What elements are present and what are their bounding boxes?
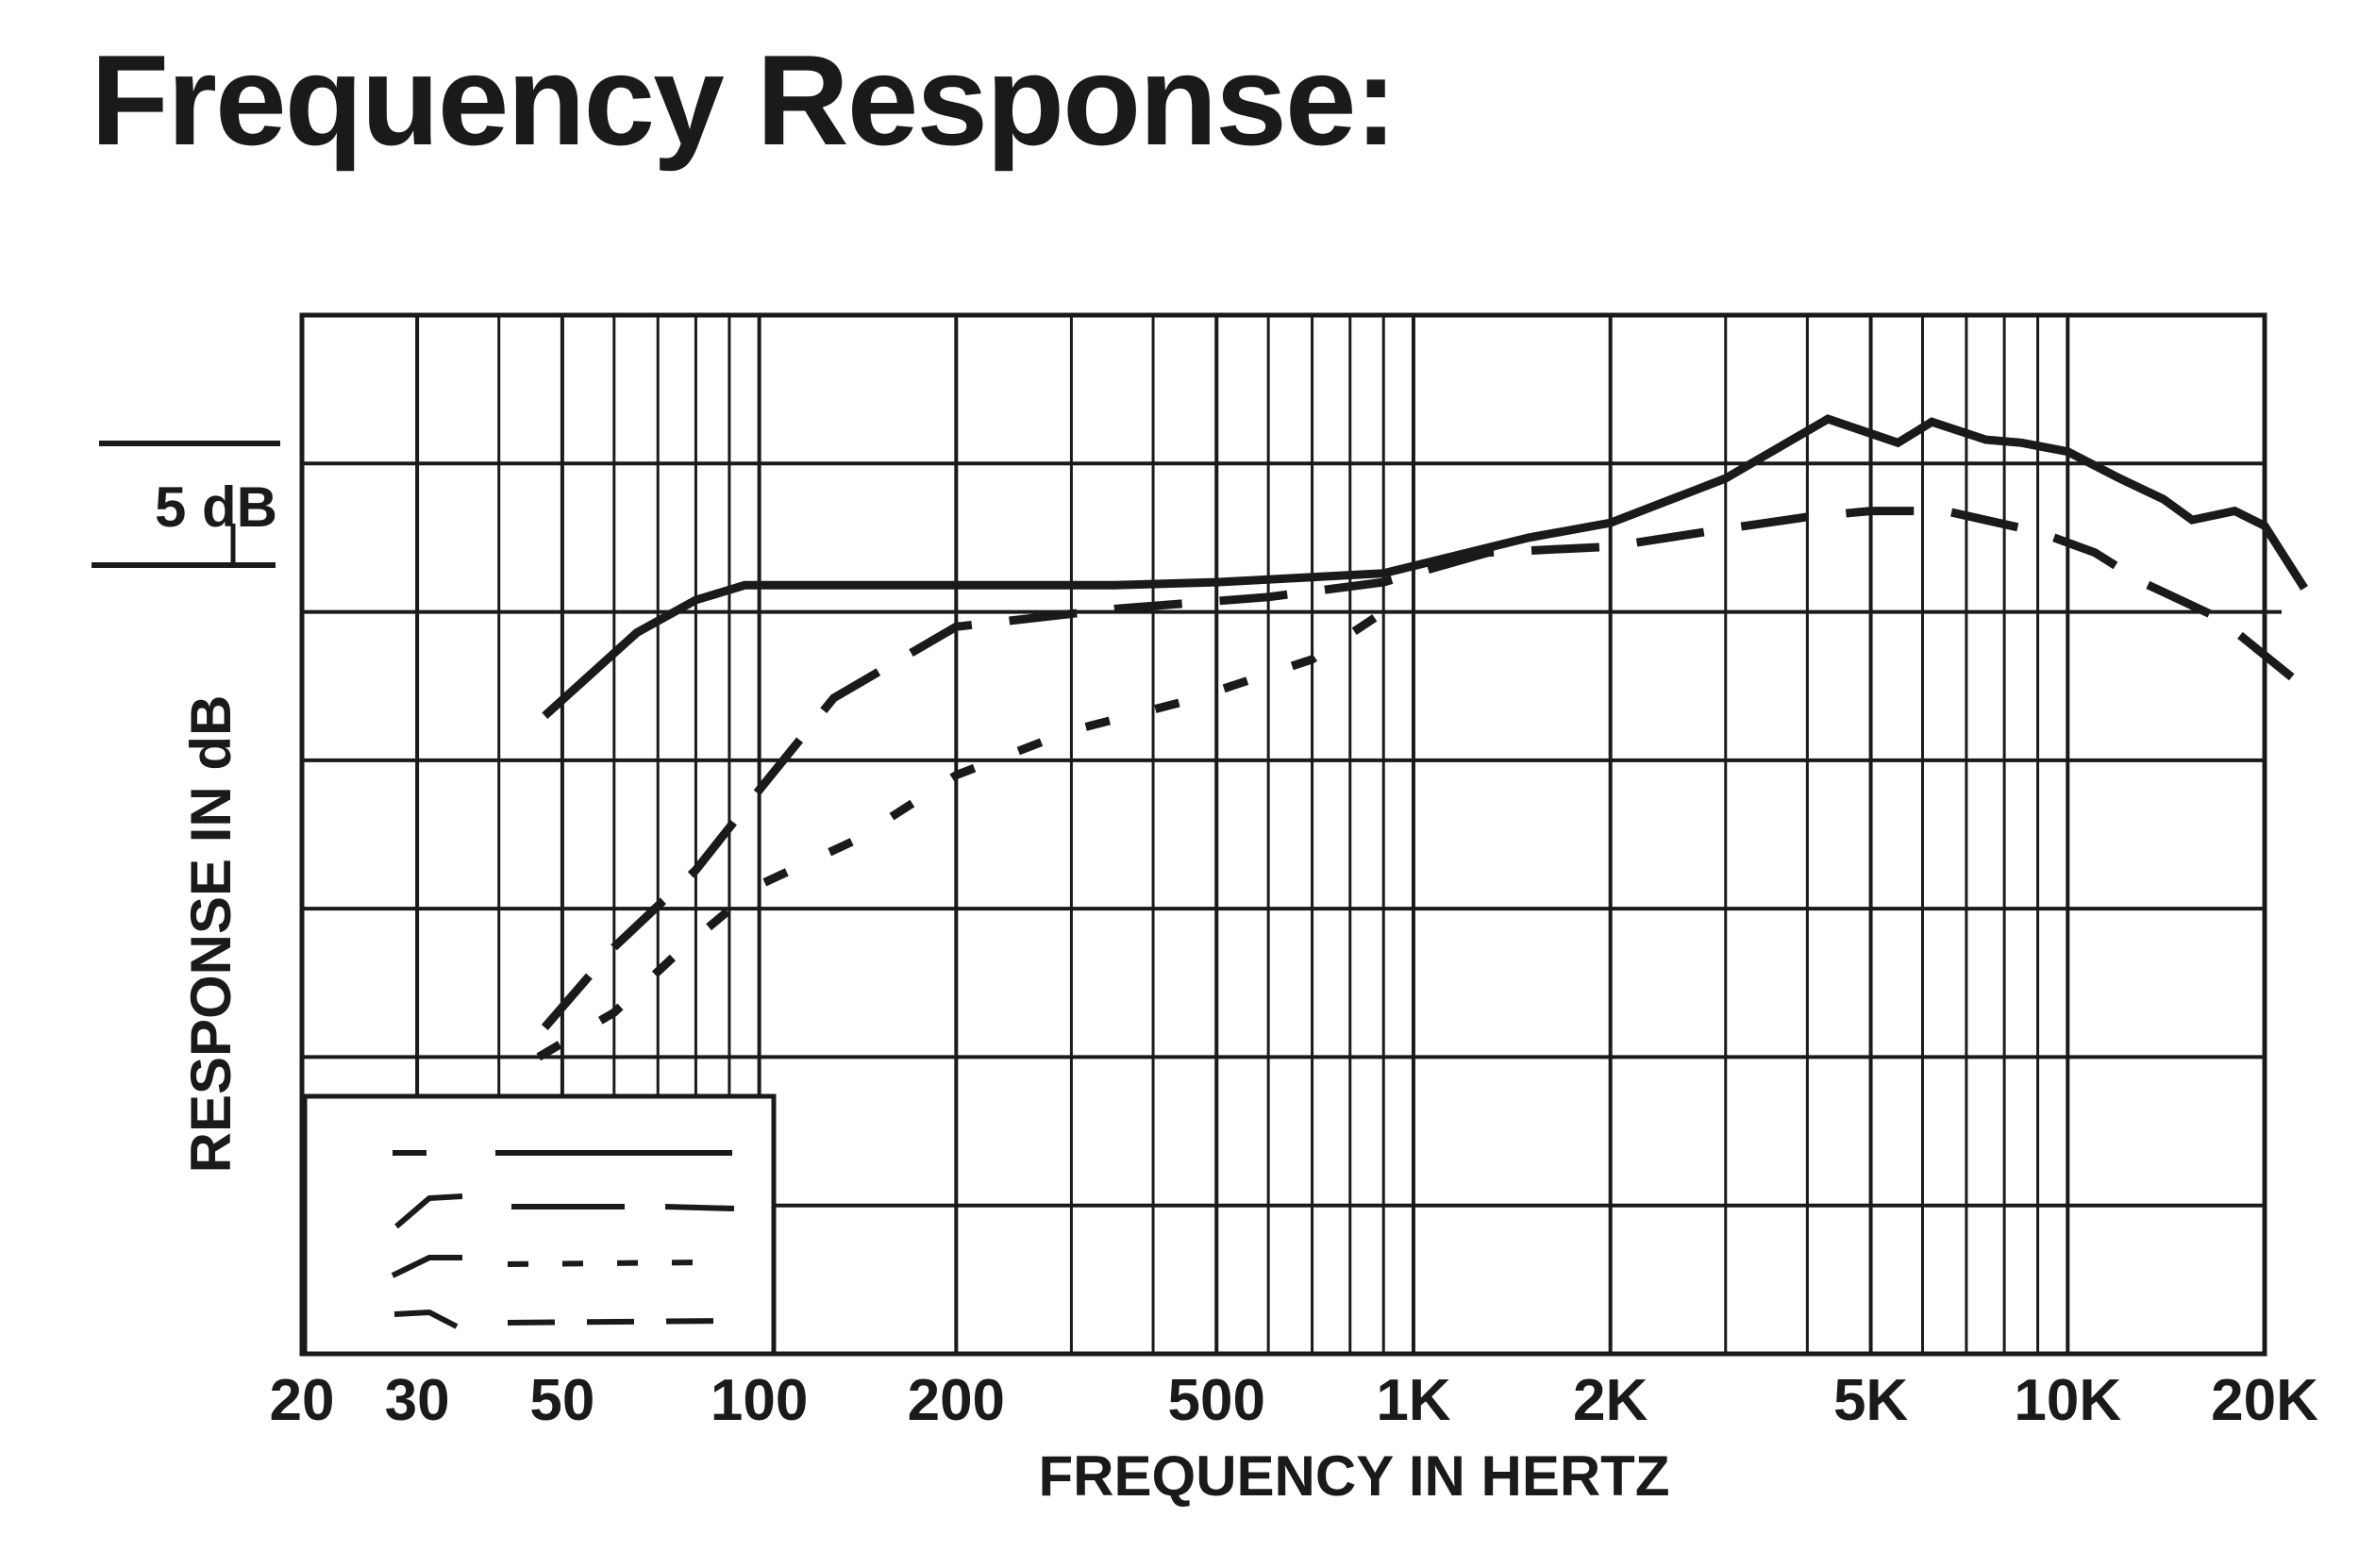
legend-swatch — [394, 1193, 463, 1229]
x-tick-label: 200 — [908, 1368, 1005, 1433]
legend-swatch — [507, 1259, 707, 1267]
x-tick-label: 20K — [2211, 1368, 2318, 1433]
x-tick-label: 5K — [1833, 1368, 1908, 1433]
x-tick-labels: 20 30 50 100 200 500 1K 2K 5K 10K 20K — [270, 1368, 2319, 1433]
x-tick-label: 10K — [2014, 1368, 2121, 1433]
x-tick-label: 1K — [1376, 1368, 1450, 1433]
series-line-long-dash — [541, 507, 2295, 1030]
x-tick-label: 50 — [529, 1368, 594, 1433]
scale-bar: 5 dB — [92, 441, 280, 568]
scale-label: 5 dB — [155, 475, 277, 539]
x-tick-label: 500 — [1168, 1368, 1265, 1433]
series-line-solid — [542, 414, 2308, 720]
series-line-short-dash — [536, 608, 1386, 1061]
x-tick-label: 30 — [385, 1368, 450, 1433]
chart-series — [536, 414, 2308, 1061]
x-axis-label: FREQUENCY IN HERTZ — [1039, 1444, 1670, 1508]
legend-swatch — [664, 1204, 735, 1211]
page-title: Frequency Response: — [91, 28, 1397, 172]
legend-swatch — [507, 1318, 723, 1326]
y-axis-label: RESPONSE IN dB — [179, 695, 243, 1174]
x-tick-label: 2K — [1573, 1368, 1648, 1433]
legend-items — [391, 1150, 735, 1329]
chart-legend — [302, 1093, 777, 1357]
legend-swatch — [393, 1309, 459, 1329]
chart-grid — [302, 315, 2282, 1354]
x-tick-label: 100 — [711, 1368, 808, 1433]
plot-frame — [299, 312, 2267, 1357]
x-tick-label: 20 — [270, 1368, 335, 1433]
legend-swatch — [391, 1255, 462, 1278]
